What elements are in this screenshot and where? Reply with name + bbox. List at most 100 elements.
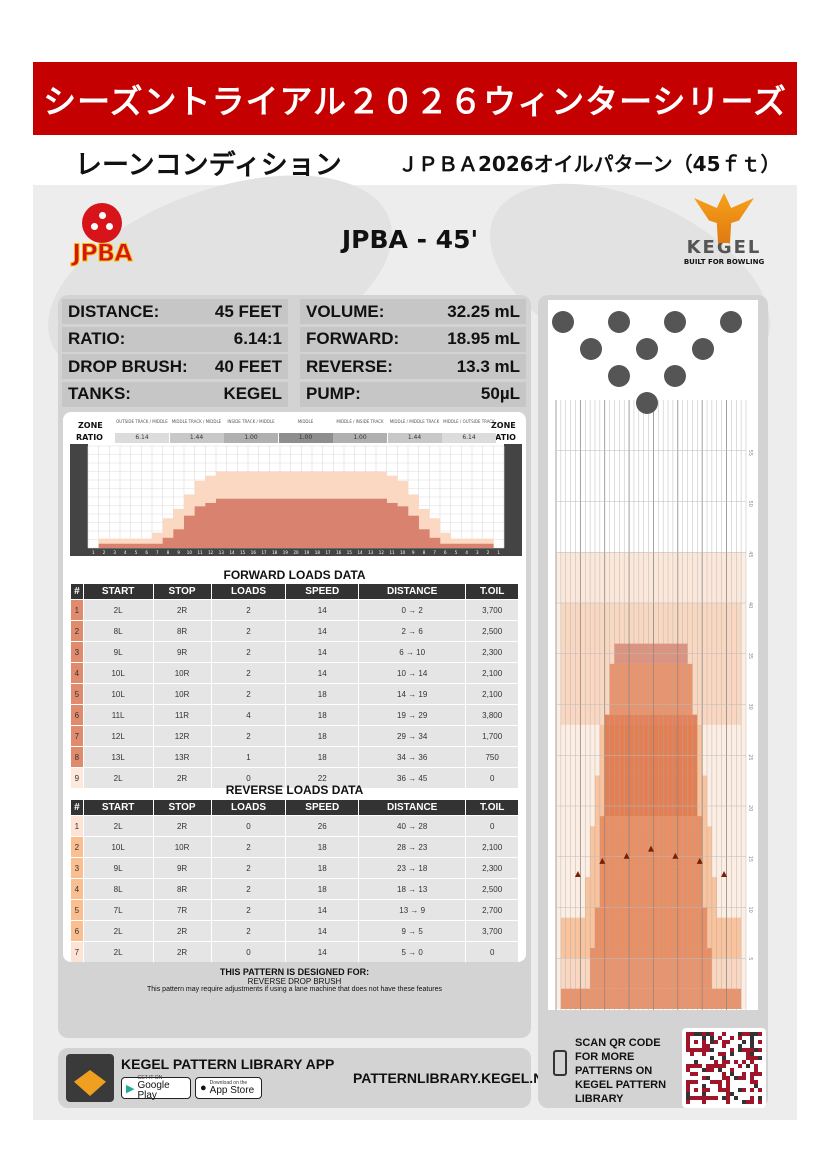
oil-bar [365,498,377,548]
qr-code-image [686,1032,762,1104]
zone-ratio: 6.14 [442,433,496,443]
board-tick-label: 12 [208,550,214,555]
qr-module [686,1100,690,1104]
qr-module [694,1080,698,1084]
table-cell: 10R [153,684,211,704]
table-cell: 6 → 10 [359,642,466,662]
stat-tanks: TANKS: KEGEL [62,381,288,407]
qr-module [686,1084,690,1088]
qr-module [698,1048,702,1052]
table-cell: 9R [153,642,211,662]
qr-module [742,1076,746,1080]
table-cell: 22 [286,768,359,788]
distance-label: 35 [747,653,753,659]
table-cell: 13R [153,747,211,767]
zone-name: MIDDLE TRACK / MIDDLE [171,419,222,424]
target-arrow-icon [672,852,679,859]
column-header: LOADS [211,800,286,815]
target-arrow-icon [721,871,728,878]
oil-bar [130,543,142,548]
pin-icon [664,311,686,333]
jpba-logo: JPBA [60,203,144,271]
table-cell: 14 [286,942,359,962]
board-tick-label: 18 [315,550,321,555]
table-cell: 3,700 [466,921,518,941]
qr-module [702,1096,706,1100]
column-header: DISTANCE [359,800,466,815]
qr-module [686,1096,690,1100]
forward-loads-title: FORWARD LOADS DATA [223,568,366,582]
forward-load-area [594,907,708,949]
qr-module [758,1056,762,1060]
table-cell: 2R [153,600,211,620]
oil-bar [461,543,473,548]
table-cell: 10R [153,837,211,857]
board-tick-label: 19 [283,550,289,555]
table-cell: 14 [286,900,359,920]
table-cell: 14 [286,600,359,620]
table-cell: 14 [286,621,359,641]
qr-module [746,1064,750,1068]
stat-forward: FORWARD: 18.95 mL [300,326,526,352]
qr-module [758,1040,762,1044]
forward-loads-table: # START STOP LOADS SPEED DISTANCE T.OIL 1 2L 2R 2 1… [70,583,519,789]
qr-code[interactable] [682,1028,766,1108]
qr-module [686,1092,690,1096]
distance-label: 45 [747,551,753,557]
pattern-title: JPBA - 45' [341,225,479,254]
board-tick-label: 8 [423,550,426,555]
qr-module [710,1096,714,1100]
qr-module [738,1076,742,1080]
board-tick-label: 10 [400,550,406,555]
qr-module [714,1060,718,1064]
forward-load-area [599,816,703,867]
qr-module [690,1064,694,1068]
stat-dropbrush: DROP BRUSH: 40 FEET [62,354,288,379]
qr-module [734,1076,738,1080]
table-cell: 3 [71,642,83,662]
qr-module [694,1088,698,1092]
qr-module [694,1072,698,1076]
qr-module [690,1052,694,1056]
qr-module [714,1040,718,1044]
google-play-button[interactable]: ▶ GET IT ON Google Play [121,1075,191,1100]
table-cell: 2R [153,816,211,836]
table-cell: 0 [466,942,518,962]
oil-bar [322,498,334,548]
table-cell: 3,700 [466,600,518,620]
qr-module [710,1040,714,1044]
table-cell: 14 [286,663,359,683]
table-cell: 2 → 6 [359,621,466,641]
qr-module [726,1060,730,1064]
stat-value: 13.3 mL [456,356,520,376]
qr-module [718,1068,722,1072]
pattern-library-link[interactable]: PATTERNLIBRARY.KEGEL.NET [353,1070,562,1086]
oil-bar [472,538,483,548]
qr-module [694,1032,698,1036]
table-cell: 2 [211,726,286,746]
oil-pattern-heading: ＪＰＢＡ2026オイルパターン（45ｆｔ） [398,152,781,176]
qr-module [742,1072,746,1076]
app-store-button[interactable]: ● Download on the App Store [195,1077,262,1099]
table-cell: 13L [83,747,153,767]
board-tick-label: 18 [272,550,278,555]
qr-module [750,1036,754,1040]
oil-bar [280,498,291,548]
table-cell: 29 → 34 [359,726,466,746]
oil-bar [450,538,462,548]
table-cell: 2,100 [466,837,518,857]
table-cell: 2L [83,942,153,962]
zone-name: MIDDLE / OUTSIDE TRACK [443,419,495,424]
table-cell: 6 [71,921,83,941]
board-tick-label: 16 [251,550,257,555]
table-cell: 9 → 5 [359,921,466,941]
qr-module [742,1040,746,1044]
table-cell: 8L [83,879,153,899]
table-cell: 18 [286,747,359,767]
stat-label: REVERSE: [306,356,393,376]
oil-bar [376,498,387,548]
table-cell: 2 [211,621,286,641]
oil-bar [408,515,419,548]
oil-bar [482,538,494,548]
qr-module [722,1088,726,1092]
